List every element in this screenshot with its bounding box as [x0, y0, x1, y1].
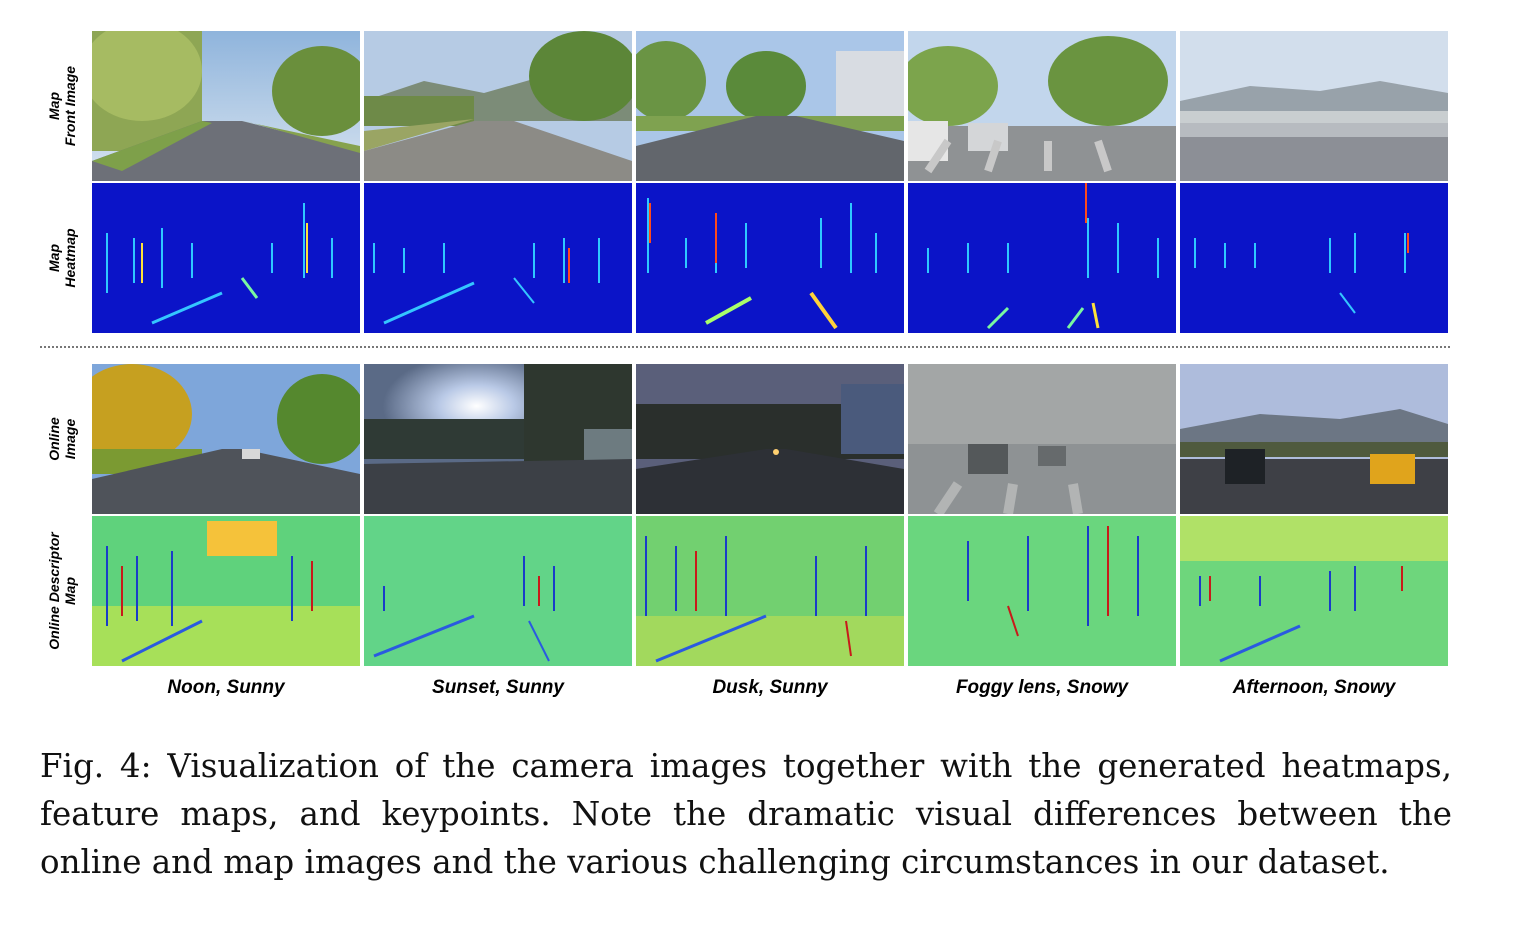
row-label-line: Front Image [62, 65, 78, 147]
map-image-afternoon-snowy [1180, 31, 1448, 181]
heatmap-sunset-sunny [364, 183, 632, 333]
map-image-foggy-lens-snowy [908, 31, 1176, 181]
row-label-line: Map [46, 244, 62, 272]
online-image-foggy-lens-snowy [908, 364, 1176, 514]
online-image-sunset-sunny [364, 364, 632, 514]
descriptor-map-afternoon-snowy [1180, 516, 1448, 666]
row-label-line: Online [46, 417, 62, 461]
descriptor-map-foggy-lens-snowy [908, 516, 1176, 666]
row-label-online-descriptor-map: Online Descriptor Map [40, 516, 84, 666]
heatmap-foggy-lens-snowy [908, 183, 1176, 333]
map-image-noon-sunny [92, 31, 360, 181]
descriptor-map-noon-sunny [92, 516, 360, 666]
row-label-map-heatmap: Map Heatmap [40, 183, 84, 333]
heatmap-dusk-sunny [636, 183, 904, 333]
column-label-sunset-sunny: Sunset, Sunny [432, 677, 564, 698]
row-label-map-front-image: Map Front Image [40, 31, 84, 181]
row-label-line: Map [46, 92, 62, 120]
figure-caption: Fig. 4: Visualization of the camera imag… [40, 747, 1452, 881]
heatmap-noon-sunny [92, 183, 360, 333]
online-image-noon-sunny [92, 364, 360, 514]
figure: Map Front Image Map Heatmap Online Image… [40, 31, 1450, 698]
row-label-line: Online Descriptor [46, 532, 62, 650]
row-label-line: Heatmap [62, 228, 78, 288]
column-label-noon-sunny: Noon, Sunny [167, 677, 285, 698]
online-image-afternoon-snowy [1180, 364, 1448, 514]
map-image-sunset-sunny [364, 31, 632, 181]
row-label-line: Image [62, 418, 78, 460]
row-label-line: Map [62, 577, 78, 605]
heatmap-afternoon-snowy [1180, 183, 1448, 333]
column-label-dusk-sunny: Dusk, Sunny [712, 677, 828, 698]
column-label-foggy-lens-snowy: Foggy lens, Snowy [955, 677, 1129, 698]
online-image-dusk-sunny [636, 364, 904, 514]
map-image-dusk-sunny [636, 31, 904, 181]
row-label-online-image: Online Image [40, 364, 84, 514]
column-label-afternoon-snowy: Afternoon, Snowy [1232, 677, 1396, 698]
descriptor-map-sunset-sunny [364, 516, 632, 666]
descriptor-map-dusk-sunny [636, 516, 904, 666]
separator-line [40, 346, 1450, 348]
